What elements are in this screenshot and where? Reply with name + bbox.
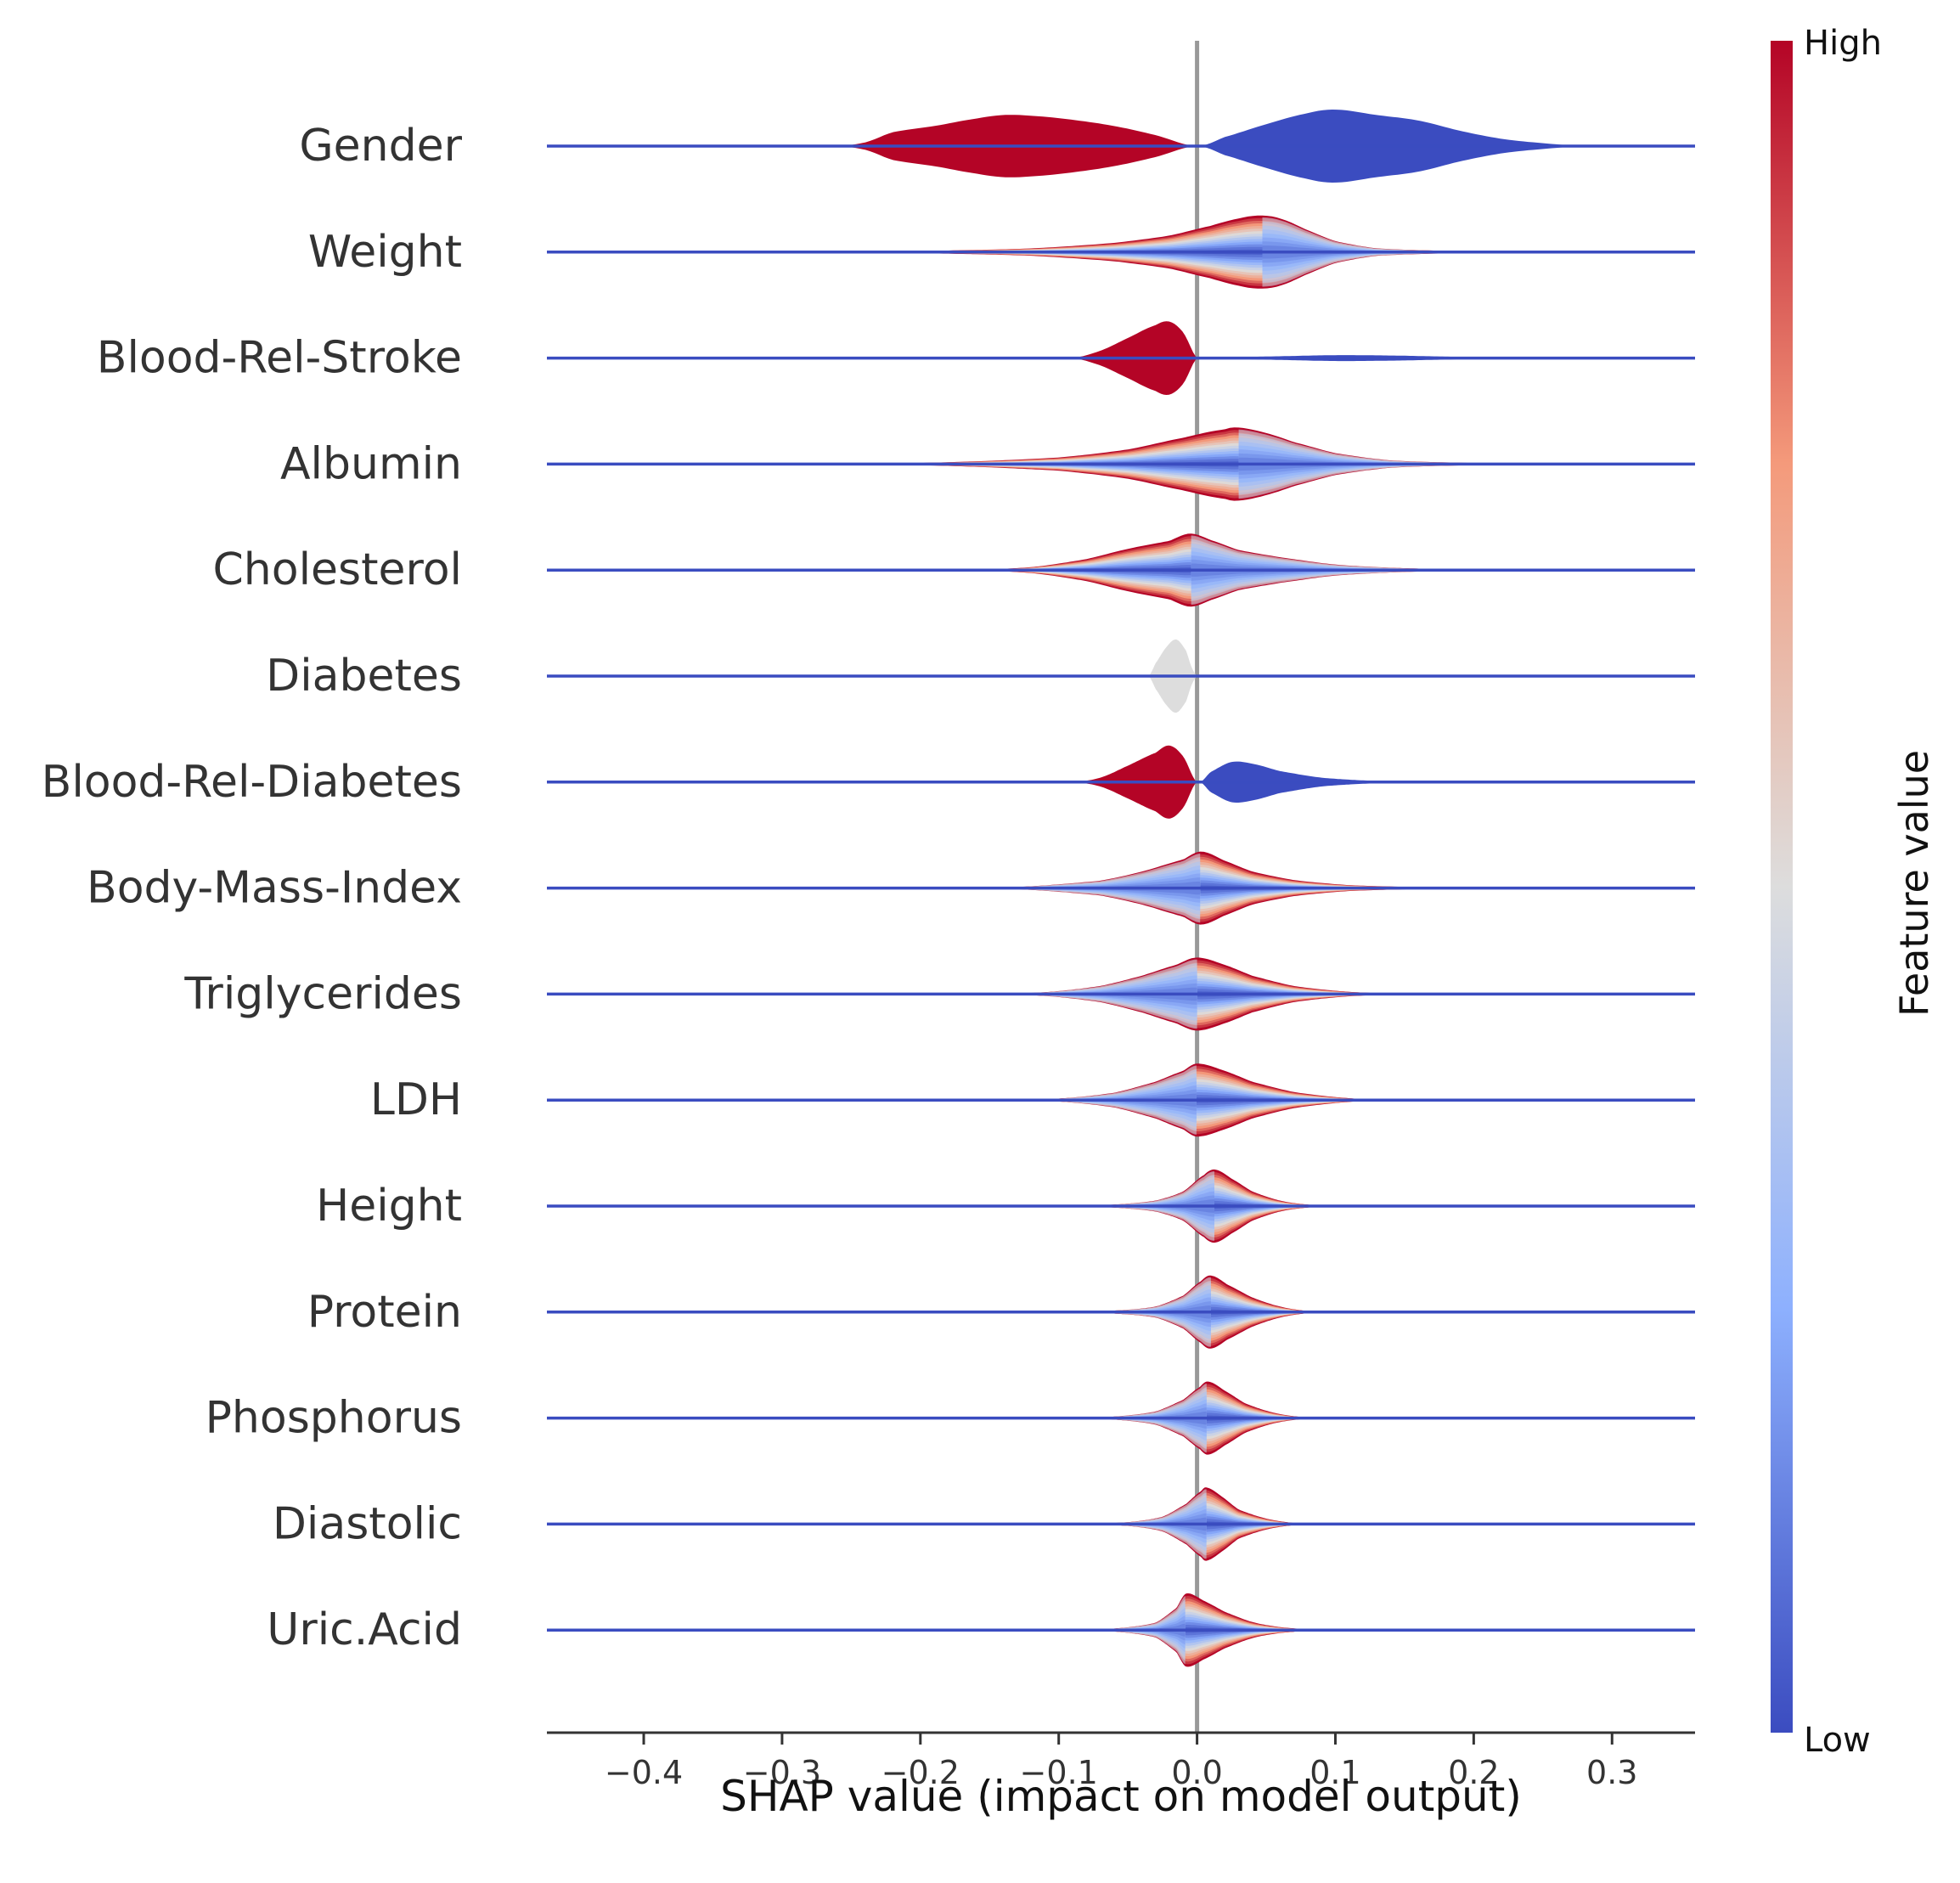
feature-label: LDH xyxy=(370,1074,462,1125)
violin-uric-acid xyxy=(547,1593,1695,1667)
violin-height xyxy=(547,1169,1695,1243)
violin-body-mass-index xyxy=(547,851,1695,925)
feature-label: Blood-Rel-Stroke xyxy=(97,333,462,384)
violin-blood-rel-diabetes xyxy=(547,745,1695,819)
feature-label: Gender xyxy=(299,121,462,172)
violin-triglycerides xyxy=(547,957,1695,1031)
feature-label: Weight xyxy=(308,227,462,278)
violin-diabetes xyxy=(547,639,1695,713)
colorbar-title: Feature value xyxy=(1891,750,1937,1017)
feature-label: Diabetes xyxy=(266,651,462,702)
feature-label: Diastolic xyxy=(273,1498,462,1549)
colorbar-low-label: Low xyxy=(1804,1721,1871,1760)
violin-phosphorus xyxy=(547,1381,1695,1455)
violin-gender xyxy=(547,110,1695,183)
x-tick-label: −0.1 xyxy=(1020,1754,1098,1791)
violin-albumin xyxy=(547,427,1695,501)
colorbar-gradient xyxy=(1771,41,1793,1733)
violin-ldh xyxy=(547,1063,1695,1137)
x-tick-label: 0.1 xyxy=(1309,1754,1360,1791)
feature-label: Phosphorus xyxy=(206,1393,462,1444)
x-tick-label: −0.3 xyxy=(743,1754,821,1791)
feature-label: Blood-Rel-Diabetes xyxy=(42,757,462,808)
violin-protein xyxy=(547,1275,1695,1349)
x-tick-label: −0.2 xyxy=(881,1754,960,1791)
feature-label: Triglycerides xyxy=(183,968,462,1019)
violin-diastolic xyxy=(547,1487,1695,1561)
violin-weight xyxy=(547,215,1695,289)
feature-label: Uric.Acid xyxy=(267,1604,462,1655)
feature-label: Albumin xyxy=(280,438,462,489)
feature-label: Body-Mass-Index xyxy=(87,863,462,914)
colorbar-high-label: High xyxy=(1804,24,1882,63)
x-tick-label: 0.3 xyxy=(1586,1754,1637,1791)
feature-label: Height xyxy=(316,1181,462,1232)
x-tick-label: 0.0 xyxy=(1171,1754,1222,1791)
x-axis-title: SHAP value (impact on model output) xyxy=(720,1772,1522,1821)
feature-label: Protein xyxy=(307,1287,462,1338)
feature-label: Cholesterol xyxy=(213,544,463,595)
x-tick-label: −0.4 xyxy=(605,1754,683,1791)
violin-cholesterol xyxy=(547,533,1695,607)
violin-blood-rel-stroke xyxy=(547,321,1695,395)
x-tick-label: 0.2 xyxy=(1448,1754,1499,1791)
colorbar: High Low Feature value xyxy=(1771,24,1937,1760)
